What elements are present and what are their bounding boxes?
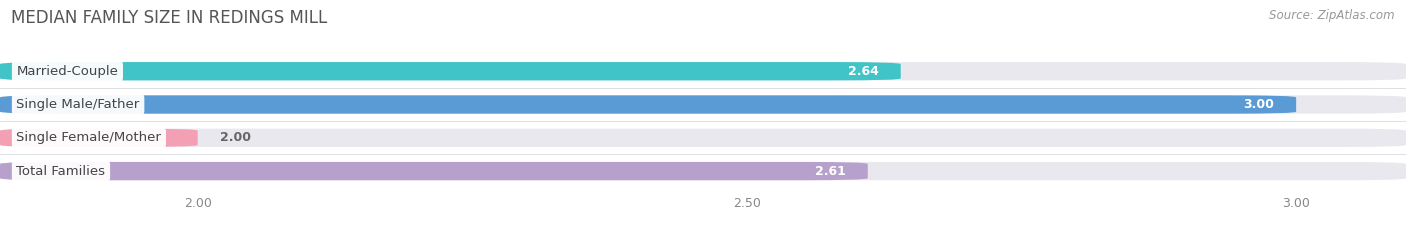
Text: Total Families: Total Families [17, 164, 105, 178]
FancyBboxPatch shape [0, 62, 1406, 80]
Text: Source: ZipAtlas.com: Source: ZipAtlas.com [1270, 9, 1395, 22]
FancyBboxPatch shape [0, 162, 1406, 180]
Text: 2.61: 2.61 [815, 164, 846, 178]
Text: Single Female/Mother: Single Female/Mother [17, 131, 162, 144]
Text: 3.00: 3.00 [1243, 98, 1274, 111]
Text: 2.64: 2.64 [848, 65, 879, 78]
FancyBboxPatch shape [0, 95, 1406, 114]
Text: MEDIAN FAMILY SIZE IN REDINGS MILL: MEDIAN FAMILY SIZE IN REDINGS MILL [11, 9, 328, 27]
FancyBboxPatch shape [0, 129, 1406, 147]
FancyBboxPatch shape [0, 129, 198, 147]
Text: 2.00: 2.00 [219, 131, 250, 144]
FancyBboxPatch shape [0, 95, 1296, 114]
FancyBboxPatch shape [0, 162, 868, 180]
Text: Single Male/Father: Single Male/Father [17, 98, 139, 111]
Text: Married-Couple: Married-Couple [17, 65, 118, 78]
FancyBboxPatch shape [0, 62, 901, 80]
